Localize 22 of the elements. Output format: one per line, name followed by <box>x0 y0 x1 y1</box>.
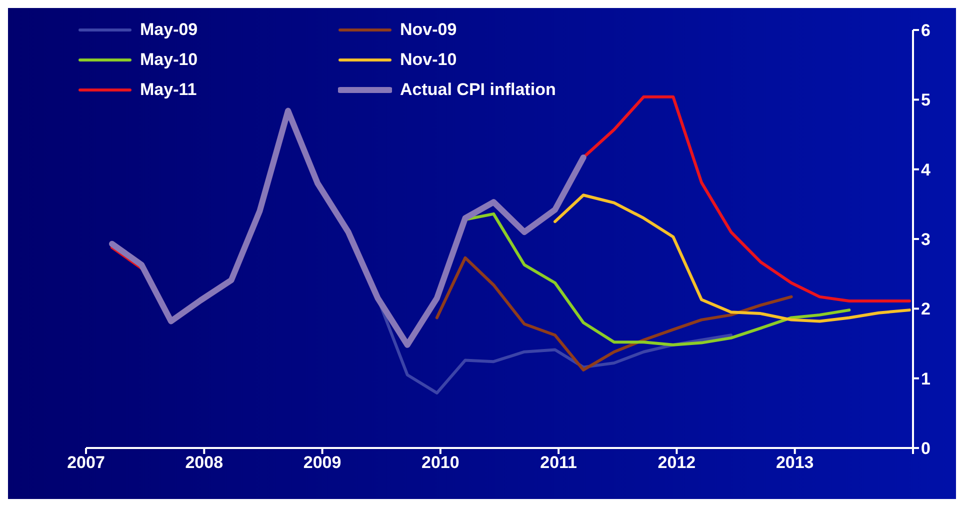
y-tick-label: 6 <box>921 21 930 40</box>
legend-label: May-09 <box>140 20 198 40</box>
y-tick-label: 5 <box>921 90 930 110</box>
x-tick-label: 2013 <box>776 453 814 472</box>
y-tick-label: 2 <box>921 300 930 319</box>
legend-label: Actual CPI inflation <box>400 80 556 100</box>
legend-label: Nov-09 <box>400 20 457 40</box>
x-tick-label: 2011 <box>540 453 578 472</box>
y-tick-label: 1 <box>921 369 930 388</box>
x-tick-label: 2010 <box>422 453 460 472</box>
legend-label: Nov-10 <box>400 50 457 70</box>
x-tick-label: 2009 <box>303 453 342 472</box>
x-tick-label: 2012 <box>658 453 696 472</box>
x-tick-label: 2007 <box>67 453 105 472</box>
y-tick-label: 4 <box>921 160 931 180</box>
legend-label: May-11 <box>140 80 197 100</box>
x-tick-label: 2008 <box>185 453 224 472</box>
line-series <box>554 194 911 323</box>
line-series <box>435 256 793 372</box>
legend-label: May-10 <box>140 50 198 70</box>
y-tick-label: 3 <box>921 230 930 250</box>
y-tick-label: 0 <box>921 439 930 458</box>
